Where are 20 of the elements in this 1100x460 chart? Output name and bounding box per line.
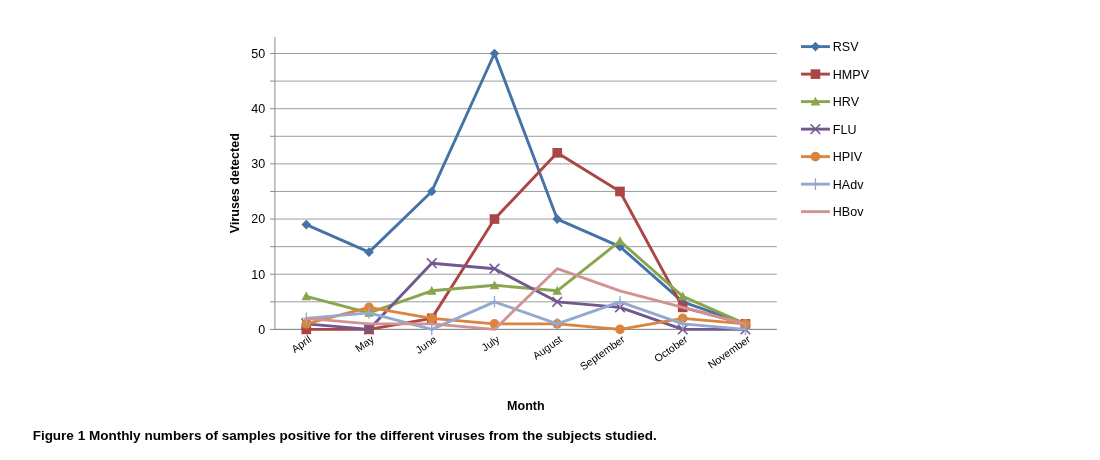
y-tick-label: 30 xyxy=(251,157,266,172)
y-tick-label: 0 xyxy=(258,322,266,337)
legend-label: RSV xyxy=(832,40,860,54)
caption: Figure 1 Monthly numbers of samples positive for the different viruses from the subjects studied. xyxy=(32,428,657,444)
x-tick-label: July xyxy=(479,332,502,354)
y-tick-label: 10 xyxy=(251,267,266,282)
y-tick-label: 40 xyxy=(251,102,266,117)
legend-label: HBov xyxy=(832,205,865,220)
legend-label: HAdv xyxy=(832,177,865,192)
legend-label: HRV xyxy=(832,95,860,110)
x-tick-label: June xyxy=(412,332,439,356)
y-axis-title: Viruses detected xyxy=(228,133,243,234)
x-tick-label: May xyxy=(352,332,377,355)
legend-label: FLU xyxy=(832,122,857,137)
legend-label: HMPV xyxy=(832,67,870,82)
x-axis-title: Month xyxy=(507,399,545,414)
y-tick-label: 20 xyxy=(251,212,266,227)
y-tick-label: 50 xyxy=(251,46,266,61)
x-tick-label: April xyxy=(288,332,314,355)
legend-label: HPIV xyxy=(832,150,863,165)
